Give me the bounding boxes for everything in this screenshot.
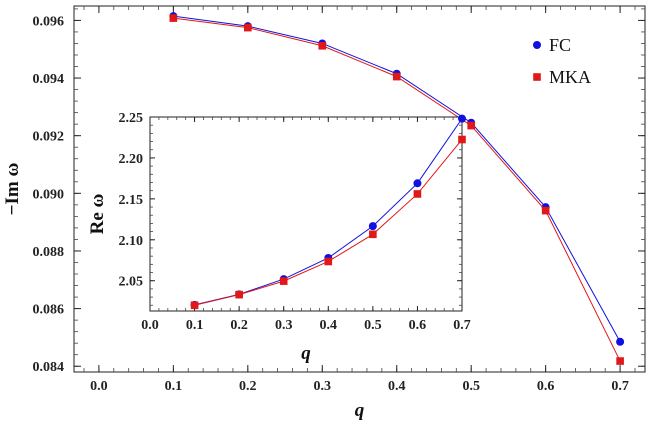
inset-x-tick-label: 0.2 [230,318,248,333]
inset-y-tick-label: 2.20 [119,152,144,167]
inset-x-axis-title: q [301,343,311,364]
main-y-tick-label: 0.084 [33,360,65,375]
inset-point-mka [458,135,466,144]
inset-background [150,117,462,311]
main-frame [73,5,646,373]
main-x-tick-label: 0.1 [165,379,183,394]
inset-x-tick-label: 0.0 [141,318,159,333]
main-x-tick-label: 0.4 [388,379,406,394]
main-x-tick-label: 0.2 [239,379,257,394]
main-y-axis-title: −Im ω [2,163,23,216]
main-y-tick-label: 0.086 [33,303,65,318]
main-x-tick-label: 0.0 [90,379,108,394]
inset-point-mka [235,290,243,299]
inset-x-tick-label: 0.7 [453,318,471,333]
legend: FC MKA [533,35,591,87]
main-point-mka [392,72,401,81]
inset-x-tick-label: 0.4 [320,318,338,333]
legend-label-fc: FC [549,35,571,55]
main-y-tick-label: 0.090 [33,187,65,202]
main-y-tick-label: 0.094 [33,72,65,87]
main-point-mka [616,357,624,365]
legend-label-mka: MKA [549,67,591,87]
inset-x-tick-label: 0.1 [186,318,204,333]
main-x-tick-label: 0.3 [314,379,332,394]
main-point-mka [244,23,252,32]
main-x-axis-title: q [355,400,365,421]
main-y-tick-label: 0.092 [33,130,65,145]
main-point-mka [318,41,327,50]
inset-point-mka [324,257,333,266]
main-point-mka [541,206,550,215]
main-chart: 0.0 0.1 0.2 0.3 0.4 0.5 0.6 0.7 0.084 0.086 0.088 0… [2,5,646,421]
inset-x-tick-label: 0.5 [364,318,382,333]
inset-y-tick-label: 2.25 [119,111,144,126]
legend-marker-fc [533,41,541,49]
inset-point-fc [458,114,466,123]
main-point-mka [467,121,475,130]
inset-chart: 0.0 0.1 0.2 0.3 0.4 0.5 0.6 0.7 2.05 2.10 2.15 2.20… [87,111,471,364]
inset-point-mka [190,301,199,310]
main-point-mka [169,14,178,22]
legend-marker-mka [533,73,541,81]
inset-frame [149,116,463,312]
inset-point-mka [369,230,377,239]
inset-point-fc [413,179,422,188]
main-y-tick-label: 0.096 [33,14,65,29]
inset-y-tick-label: 2.15 [119,193,144,208]
main-point-fc [616,337,625,346]
inset-point-mka [413,190,422,198]
inset-y-axis-title: Re ω [87,193,108,234]
main-y-tick-label: 0.088 [33,245,65,260]
inset-x-tick-label: 0.3 [275,318,293,333]
main-x-tick-label: 0.6 [537,379,555,394]
inset-y-tick-label: 2.10 [119,234,144,249]
inset-y-tick-label: 2.05 [119,275,144,290]
inset-x-tick-label: 0.6 [409,318,427,333]
main-x-tick-label: 0.5 [462,379,480,394]
inset-point-fc [368,222,377,231]
inset-point-mka [279,277,288,285]
main-x-tick-label: 0.7 [611,379,629,394]
